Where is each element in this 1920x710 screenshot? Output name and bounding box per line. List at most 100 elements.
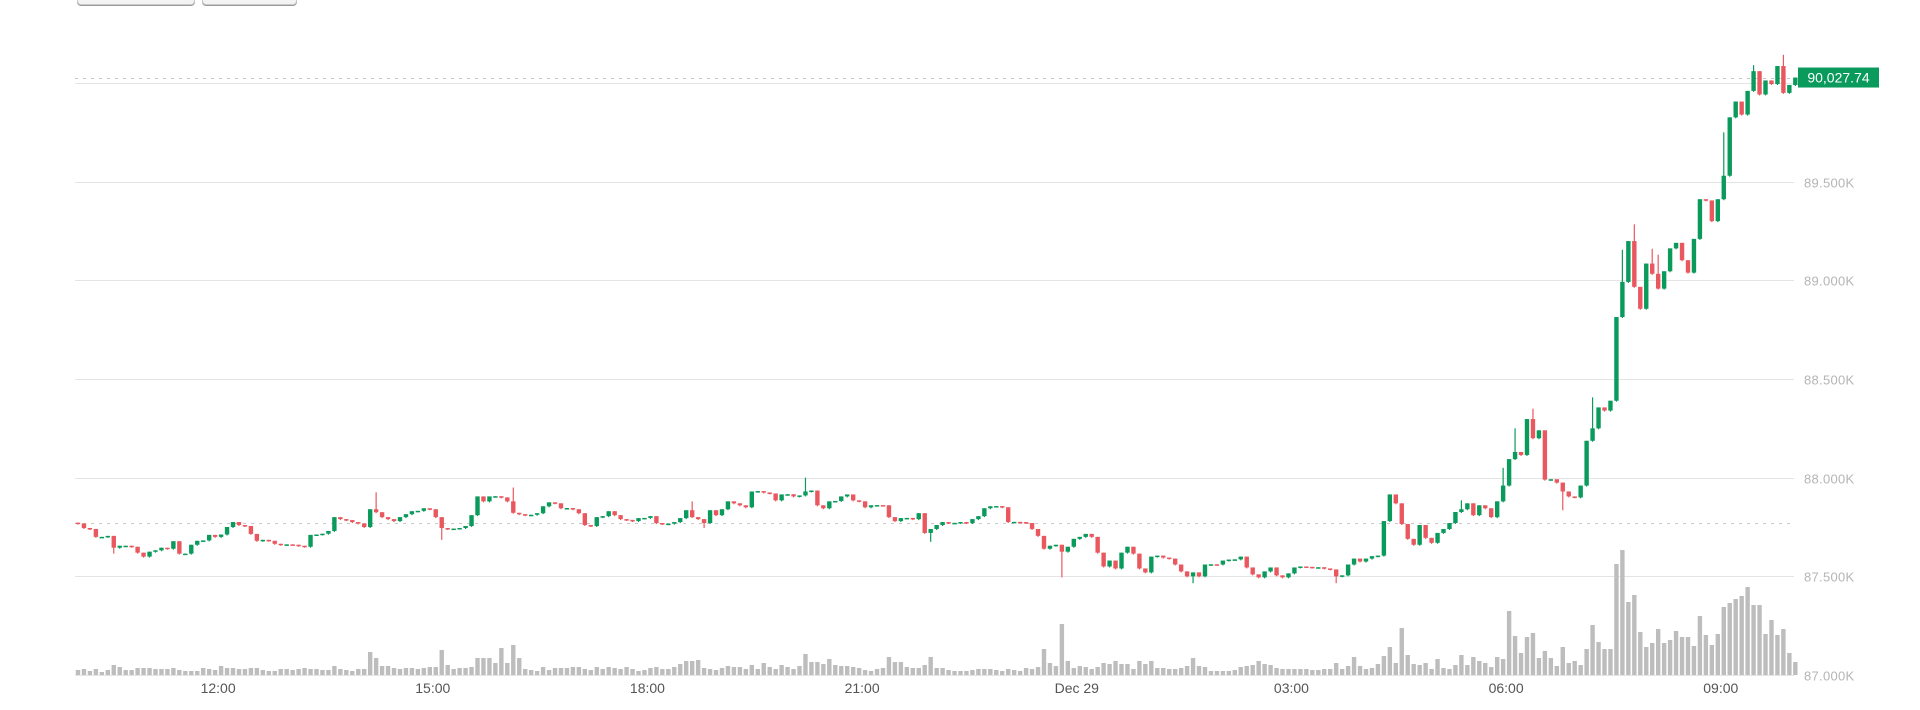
candle-body [594, 517, 599, 527]
candle-body [1453, 512, 1458, 524]
volume-bar [1655, 629, 1661, 675]
candle-down [433, 509, 438, 519]
candle-up [1626, 241, 1631, 283]
candle-up [421, 508, 427, 512]
candle-body [87, 527, 93, 530]
candle-body [558, 503, 564, 509]
candle-down [87, 527, 93, 530]
candle-body [260, 539, 266, 542]
volume-bar [612, 668, 617, 675]
candle-body [731, 501, 737, 504]
candle-up [1763, 80, 1768, 96]
candle-body [1584, 440, 1589, 486]
volume-bar [350, 671, 355, 675]
volume-bar [1548, 658, 1554, 675]
candle-body [1489, 508, 1494, 518]
volume-bar [260, 670, 266, 675]
candle-body [123, 545, 128, 548]
volume-bar [952, 671, 957, 675]
volume-bar [1107, 664, 1112, 675]
volume-bar [910, 668, 916, 675]
candle-up [1155, 555, 1160, 558]
candle-up [678, 518, 683, 524]
candle-body [1685, 260, 1691, 273]
volume-bar [1673, 631, 1679, 675]
candle-up [940, 522, 945, 527]
candle-body [1256, 574, 1261, 578]
candle-body [475, 496, 480, 516]
volume-bar [570, 667, 576, 675]
candle-up [797, 495, 802, 498]
candle-up [546, 502, 552, 508]
volume-bar [284, 669, 289, 675]
candle-body [1423, 525, 1428, 538]
candle-down [1357, 558, 1363, 563]
candle-body [868, 505, 874, 508]
candle-down [272, 540, 277, 545]
candle-down [1679, 242, 1685, 262]
candle-body [1393, 494, 1399, 504]
candle-body [755, 491, 760, 493]
volume-bar [236, 669, 242, 675]
candles [75, 54, 1798, 584]
candle-body [1208, 564, 1214, 566]
volume-bar [87, 671, 93, 675]
candle-body [1447, 523, 1452, 529]
candle-up [1465, 503, 1470, 511]
volume-bar [278, 669, 283, 675]
volume-bar [701, 668, 707, 675]
volume-bar [1787, 653, 1792, 675]
volume-bar [99, 672, 105, 675]
volume-bar [1596, 642, 1601, 675]
volume-bar [600, 669, 605, 675]
volume-bar [725, 666, 731, 675]
candle-body [391, 519, 397, 522]
volume-bar [463, 668, 468, 675]
volume-bar [672, 667, 677, 675]
candle-body [1530, 419, 1536, 439]
candle-body [850, 494, 856, 501]
volume-bar [296, 669, 301, 675]
candle-body [797, 495, 802, 497]
candle-body [254, 533, 260, 541]
candle-up [1536, 430, 1542, 440]
candle-body [570, 508, 576, 510]
volume-bar [1417, 665, 1422, 675]
candle-up [528, 514, 534, 517]
candle-body [517, 512, 522, 515]
volume-bar [1411, 664, 1416, 675]
candle-up [1524, 419, 1530, 456]
volume-bar [433, 667, 438, 675]
volume-bar [1083, 667, 1088, 675]
y-tick-label: 88.000K [1804, 472, 1855, 487]
candle-down [946, 522, 951, 525]
candle-body [481, 496, 486, 502]
volume-bar [332, 666, 337, 675]
candle-up [904, 517, 910, 520]
volume-bar [266, 671, 271, 675]
candle-body [1041, 535, 1047, 549]
candle-body [1441, 528, 1446, 533]
volume-bar [797, 666, 802, 675]
volume-bar [338, 669, 343, 675]
candle-down [391, 519, 397, 523]
volume-bar [880, 668, 886, 675]
volume-bar [1220, 671, 1226, 675]
candle-body [666, 523, 671, 526]
candle-body [856, 500, 862, 502]
volume-bar [1667, 640, 1673, 675]
volume-bar [964, 671, 969, 675]
candle-down [356, 522, 361, 525]
last-price-tag: 90,027.74 [1798, 67, 1879, 88]
candle-body [469, 515, 474, 527]
volume-bar [982, 669, 987, 675]
candle-down [1328, 568, 1333, 571]
candle-body [1793, 77, 1798, 85]
candle-body [874, 505, 880, 507]
toolbar-button-2[interactable] [202, 0, 297, 5]
candle-body [415, 510, 421, 513]
candle-down [1471, 503, 1476, 517]
volume-bar [272, 671, 277, 675]
candle-body [1226, 559, 1232, 562]
toolbar-button-1[interactable] [77, 0, 195, 5]
